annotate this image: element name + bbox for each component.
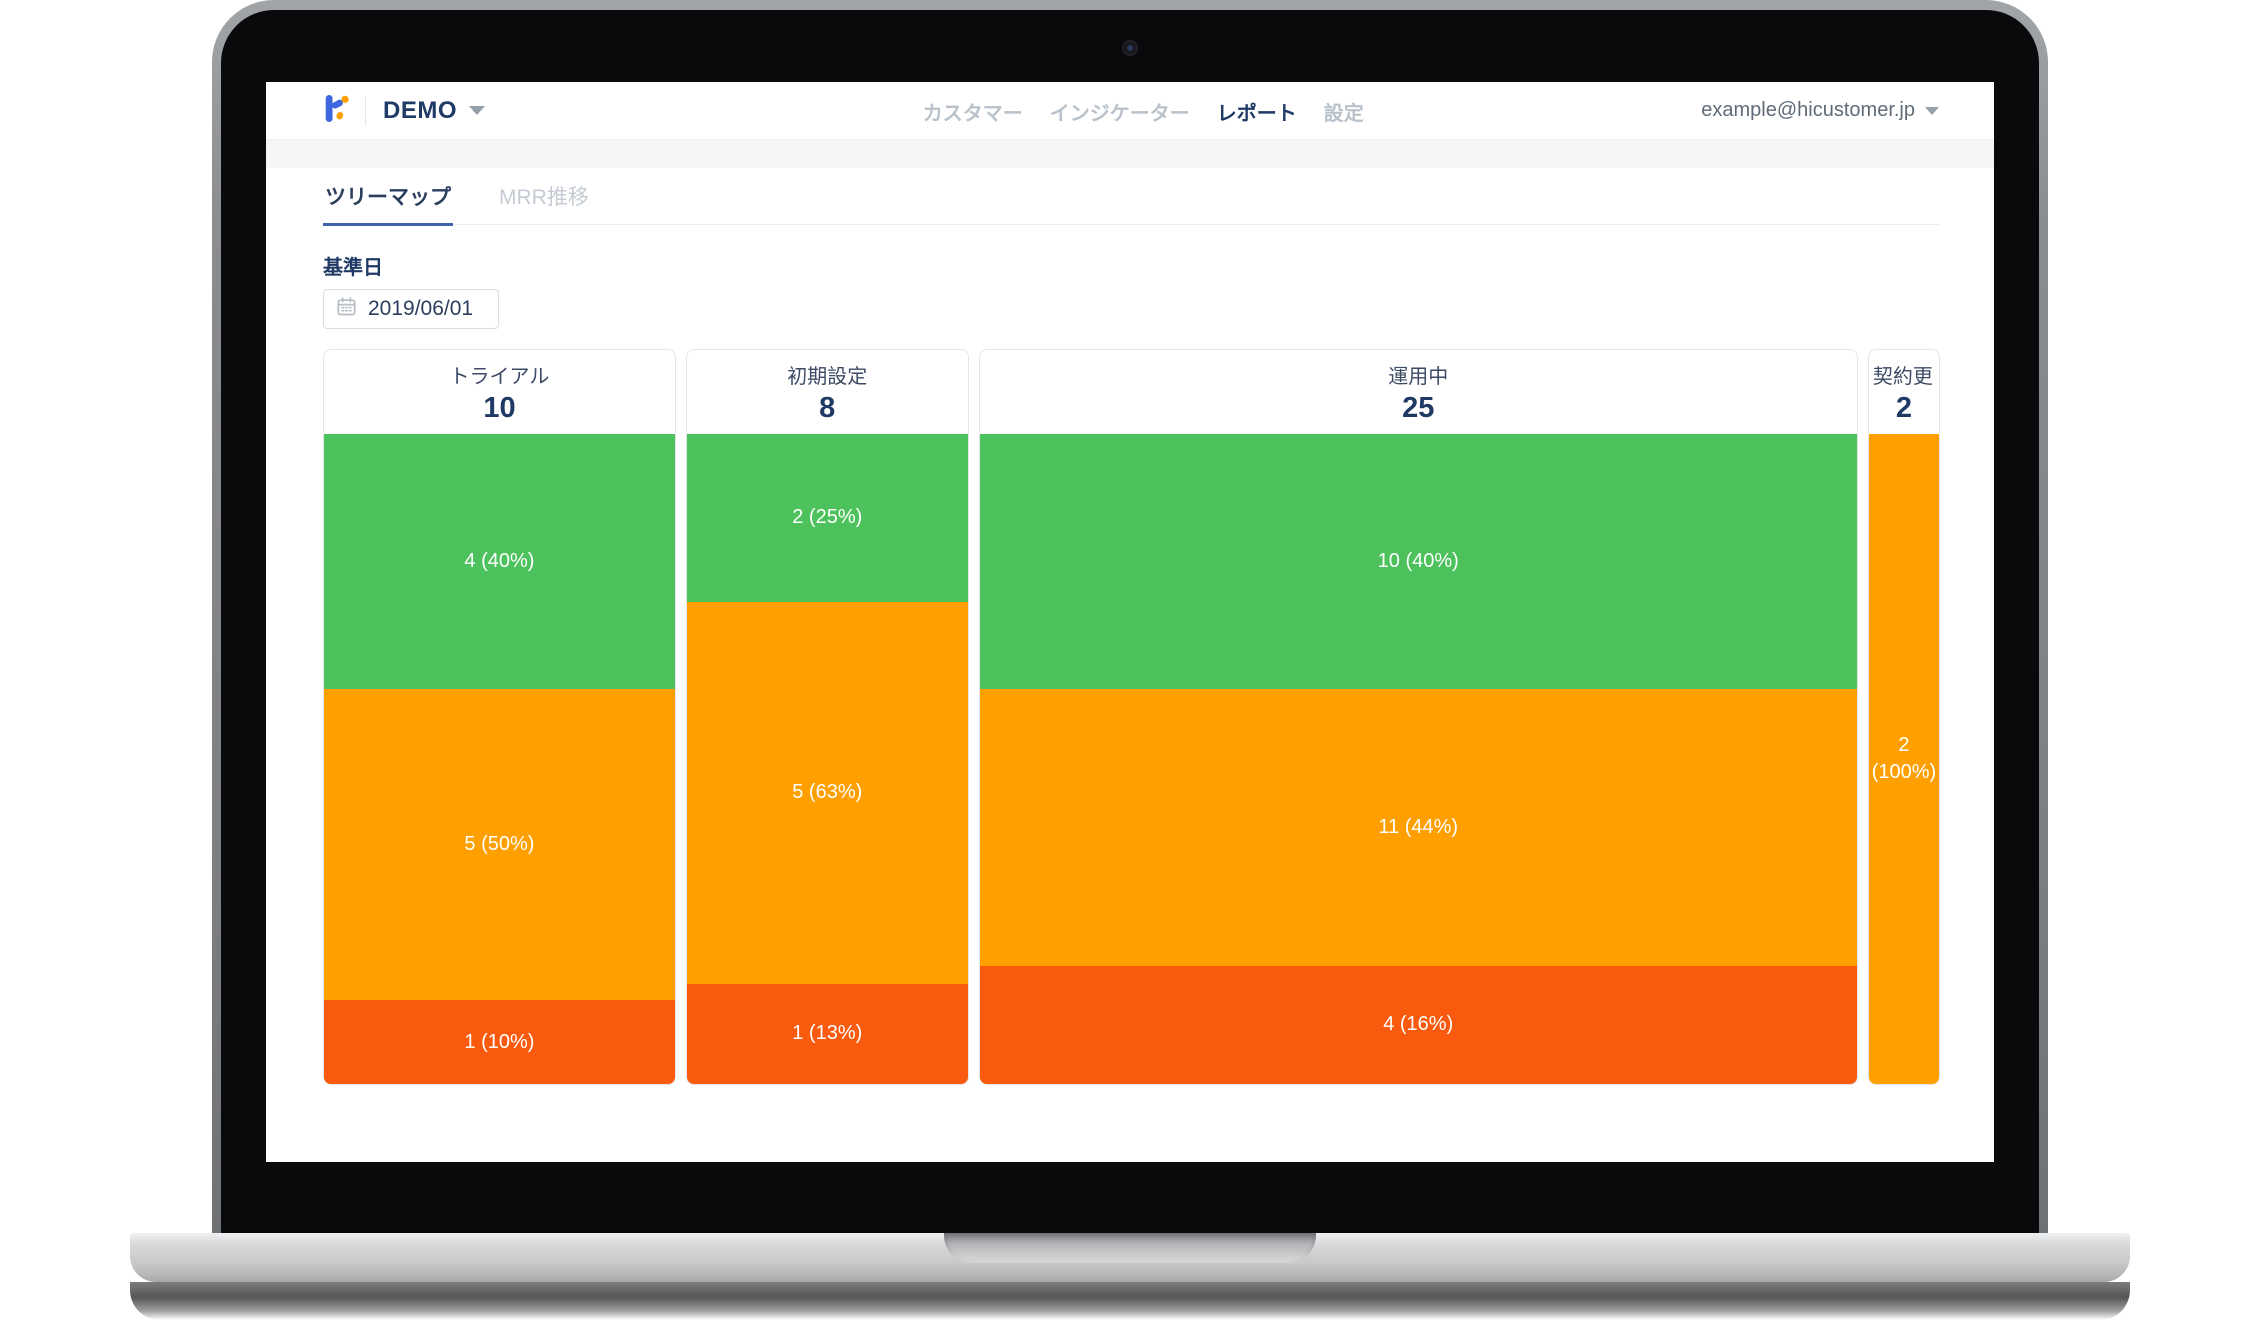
segment-label: 5 (50%) xyxy=(464,832,535,855)
app-screen: DEMO カスタマー インジケーター レポート 設定 example@hicus… xyxy=(266,82,1994,1162)
base-date-label: 基準日 xyxy=(323,257,383,279)
segment-label: 1 (13%) xyxy=(792,1022,863,1045)
chart-segment[interactable]: 10 (40%) xyxy=(979,434,1857,689)
main-nav: カスタマー インジケーター レポート 設定 xyxy=(923,82,1364,140)
segment-label: 4 (16%) xyxy=(1383,1013,1454,1036)
chart-segment[interactable]: 1 (13%) xyxy=(686,983,968,1084)
nav-item-customer[interactable]: カスタマー xyxy=(922,102,1023,125)
date-value: 2019/06/01 xyxy=(368,297,474,320)
app-header: DEMO カスタマー インジケーター レポート 設定 example@hicus… xyxy=(266,82,1994,140)
chart-segment[interactable]: 1 (10%) xyxy=(324,1000,675,1084)
column-header: 契約更… 2 xyxy=(1869,350,1939,434)
tab-treemap[interactable]: ツリーマップ xyxy=(323,181,453,226)
header-spacer xyxy=(266,140,1994,168)
segment-label: 5 (63%) xyxy=(792,781,863,804)
column-header: 運用中 25 xyxy=(980,350,1857,434)
segment-label: 2 (100%) xyxy=(1871,734,1937,783)
chart-segment[interactable]: 11 (44%) xyxy=(979,688,1857,966)
column-count: 25 xyxy=(1402,391,1435,424)
chart-column: 初期設定 8 2 (25%) 5 (63%) 1 (13%) xyxy=(685,349,969,1085)
chart-column: 契約更… 2 2 (100%) xyxy=(1867,349,1940,1085)
chart-segment[interactable]: 5 (50%) xyxy=(324,688,675,1001)
account-email: example@hicustomer.jp xyxy=(1701,99,1915,121)
report-tabbar: ツリーマップ MRR推移 xyxy=(323,168,1940,226)
column-title: トライアル xyxy=(449,365,550,388)
report-panel: ツリーマップ MRR推移 基準日 xyxy=(266,168,1994,1162)
workspace-name: DEMO xyxy=(383,96,457,124)
column-count: 8 xyxy=(819,391,836,424)
workspace-switcher[interactable]: DEMO xyxy=(383,97,485,125)
chart-segment[interactable]: 2 (100%) xyxy=(1868,434,1939,1084)
laptop-notch xyxy=(944,1233,1316,1263)
segment-label: 4 (40%) xyxy=(464,549,535,572)
chart-column: 運用中 25 10 (40%) 11 (44%) 4 (16%) xyxy=(978,349,1858,1085)
column-title: 運用中 xyxy=(1388,365,1449,388)
segment-label: 11 (44%) xyxy=(1378,815,1459,838)
chart-segment[interactable]: 5 (63%) xyxy=(686,601,968,984)
column-segments: 2 (100%) xyxy=(1868,434,1939,1084)
column-count: 2 xyxy=(1895,391,1912,424)
treemap-chart: トライアル 10 4 (40%) 5 (50%) 1 (10%) 初期設定 8 2 (25%)… xyxy=(323,349,1940,1085)
account-menu[interactable]: example@hicustomer.jp xyxy=(1701,99,1939,122)
laptop-base xyxy=(130,1233,2130,1282)
laptop-bezel: DEMO カスタマー インジケーター レポート 設定 example@hicus… xyxy=(221,10,2039,1233)
laptop-front-edge xyxy=(130,1282,2130,1320)
chart-segment[interactable]: 2 (25%) xyxy=(686,434,968,602)
column-segments: 2 (25%) 5 (63%) 1 (13%) xyxy=(686,434,968,1084)
column-title: 契約更… xyxy=(1872,365,1935,388)
nav-item-indicator[interactable]: インジケーター xyxy=(1049,102,1190,125)
chevron-down-icon xyxy=(469,106,485,115)
nav-item-report[interactable]: レポート xyxy=(1216,102,1297,125)
date-input[interactable]: 2019/06/01 xyxy=(323,289,499,329)
divider xyxy=(365,95,366,126)
base-date-filter: 基準日 xyxy=(323,251,1940,329)
column-title: 初期設定 xyxy=(787,365,868,388)
tab-mrr[interactable]: MRR推移 xyxy=(499,186,589,209)
column-count: 10 xyxy=(483,391,516,424)
segment-label: 10 (40%) xyxy=(1377,549,1459,572)
brand: DEMO xyxy=(323,93,485,129)
column-header: トライアル 10 xyxy=(324,350,675,434)
laptop-screen-shell: DEMO カスタマー インジケーター レポート 設定 example@hicus… xyxy=(212,0,2048,1233)
webcam-icon xyxy=(1122,40,1138,56)
chart-segment[interactable]: 4 (40%) xyxy=(324,434,675,689)
segment-label: 2 (25%) xyxy=(792,506,863,529)
calendar-icon xyxy=(336,296,357,322)
chart-segment[interactable]: 4 (16%) xyxy=(979,965,1857,1084)
hicustomer-logo-icon xyxy=(323,93,350,129)
segment-label: 1 (10%) xyxy=(464,1030,535,1053)
chevron-down-icon xyxy=(1925,106,1939,115)
nav-item-settings[interactable]: 設定 xyxy=(1323,102,1364,125)
column-segments: 10 (40%) 11 (44%) 4 (16%) xyxy=(979,434,1857,1084)
column-header: 初期設定 8 xyxy=(687,350,968,434)
chart-column: トライアル 10 4 (40%) 5 (50%) 1 (10%) xyxy=(323,349,676,1085)
column-segments: 4 (40%) 5 (50%) 1 (10%) xyxy=(324,434,675,1084)
